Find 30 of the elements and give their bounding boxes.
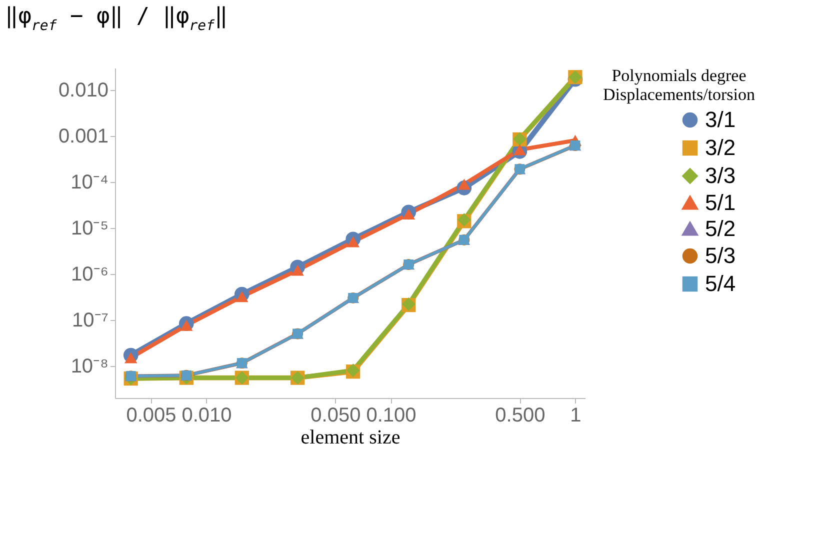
x-tick-label: 0.100 bbox=[366, 404, 416, 426]
x-tick-label: 0.500 bbox=[495, 404, 546, 426]
y-tick-label: 10⁻⁶ bbox=[71, 263, 108, 286]
legend-label: 3/2 bbox=[705, 135, 736, 160]
point bbox=[513, 144, 526, 156]
x-axis-title: element size bbox=[300, 426, 400, 448]
legend-label: 5/1 bbox=[705, 190, 736, 215]
point bbox=[124, 352, 138, 364]
point bbox=[458, 178, 470, 190]
x-tick-label: 0.005 bbox=[126, 404, 176, 426]
point bbox=[402, 208, 415, 220]
y-tick-label: 10⁻⁷ bbox=[72, 309, 108, 332]
y-tick-label: 10⁻⁴ bbox=[70, 171, 108, 194]
legend-label: 5/3 bbox=[705, 243, 736, 268]
y-tick-label: 10⁻⁸ bbox=[70, 355, 108, 378]
point bbox=[291, 264, 304, 276]
x-tick-label: 1 bbox=[570, 404, 582, 426]
x-tick-label: 0.050 bbox=[310, 404, 361, 426]
legend-label: 3/3 bbox=[705, 163, 736, 188]
y-tick-label: 0.001 bbox=[58, 125, 108, 148]
legend-title: Polynomials degree Displacements/torsion bbox=[602, 66, 756, 104]
point bbox=[346, 236, 360, 248]
y-tick-label: 10⁻⁵ bbox=[70, 217, 108, 240]
legend-label: 5/4 bbox=[705, 271, 736, 296]
point bbox=[180, 320, 193, 331]
point bbox=[236, 291, 248, 302]
x-tick-label: 0.010 bbox=[182, 404, 232, 426]
y-tick-label: 0.010 bbox=[58, 79, 108, 102]
legend-label: 3/1 bbox=[705, 107, 736, 132]
legend-label: 5/2 bbox=[705, 216, 736, 241]
